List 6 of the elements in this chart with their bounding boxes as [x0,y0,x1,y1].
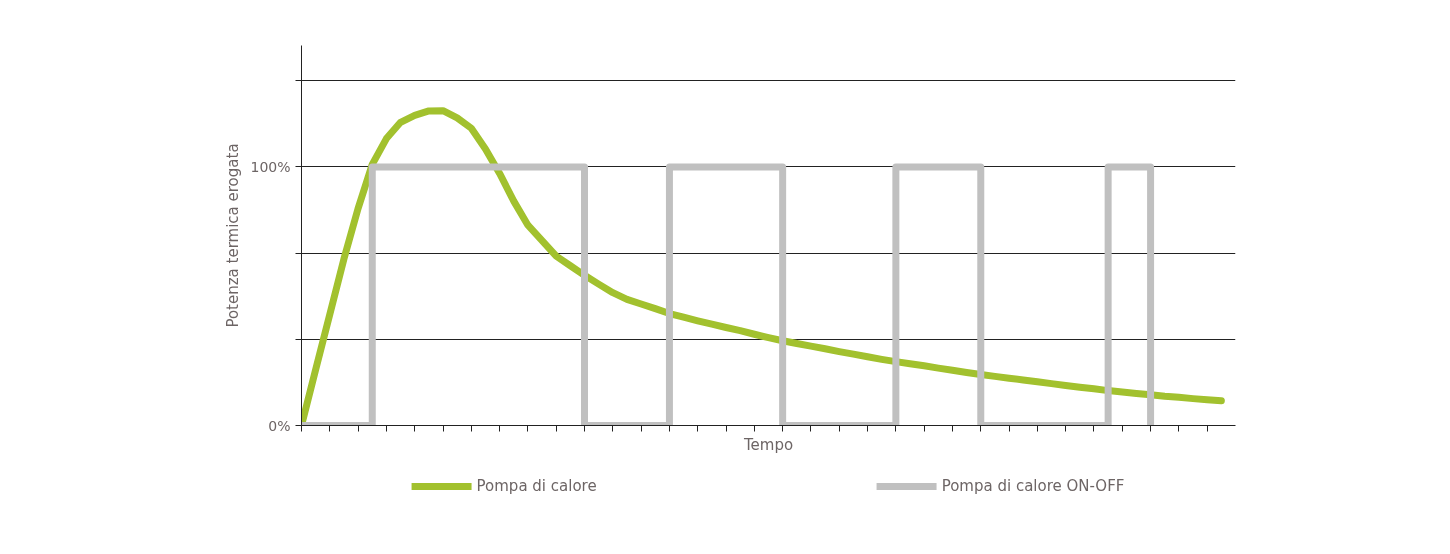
legend-label: Pompa di calore [476,477,597,495]
y-tick-label: 100% [250,159,291,175]
y-axis-title: Potenza termica erogata [224,143,243,328]
y-tick-label: 0% [268,417,291,434]
legend-label: Pompa di calore ON-OFF [941,477,1125,495]
x-axis-title: Tempo [742,435,794,454]
